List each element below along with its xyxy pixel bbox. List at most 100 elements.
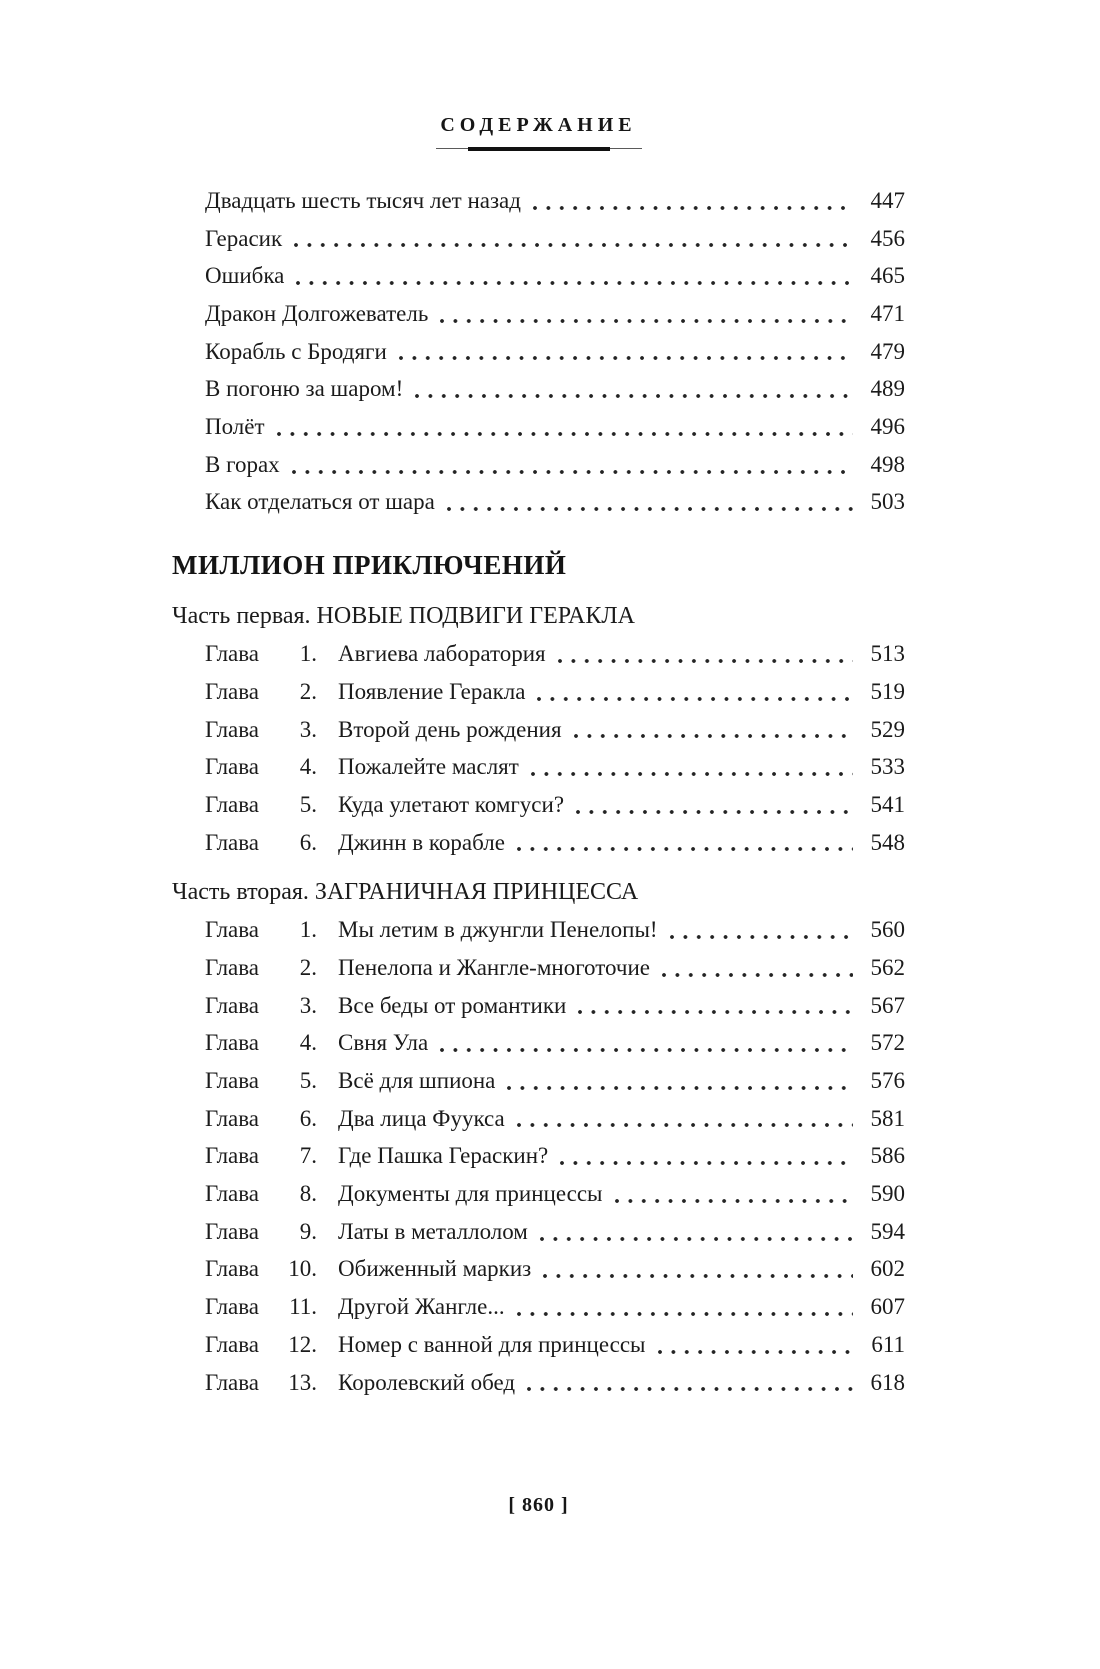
chapter-number: 3. — [299, 992, 318, 1018]
chapter-number: 6. — [299, 1105, 318, 1131]
chapter-number: 1. — [299, 641, 318, 667]
entry-title: Появление Геракла — [338, 678, 526, 704]
chapter-number: 2. — [299, 954, 318, 980]
chapter-label: Глава — [205, 1181, 260, 1207]
dot-leader — [516, 1123, 853, 1128]
toc-entry: Глава 3. Второй день рождения 529 — [172, 711, 905, 749]
entry-title: Номер с ванной для принцессы — [338, 1331, 646, 1357]
entry-title: Обиженный маркиз — [338, 1256, 532, 1282]
entry-title: Авгиева лаборатория — [338, 641, 546, 667]
entry-title: Документы для принцессы — [338, 1181, 603, 1207]
entry-page-number: 576 — [870, 1068, 906, 1094]
toc-body: Двадцать шесть тысяч лет назад 447 Герасик… — [172, 182, 905, 1401]
entry-title: В погоню за шаром! — [205, 376, 404, 402]
entry-title: Джинн в корабле — [338, 829, 505, 855]
chapter-label: Глава — [205, 1331, 260, 1357]
dot-leader — [291, 469, 853, 474]
entry-title: Свня Ула — [338, 1030, 429, 1056]
entry-title: Все беды от романтики — [338, 992, 567, 1018]
chapter-label: Глава — [205, 791, 260, 817]
dot-leader — [537, 696, 853, 701]
dot-leader — [539, 1236, 853, 1241]
part-heading: Часть вторая. ЗАГРАНИЧНАЯ ПРИНЦЕССА — [172, 879, 639, 906]
dot-leader — [516, 1311, 853, 1316]
dot-leader — [532, 205, 853, 210]
toc-entry: Глава 1. Мы летим в джунгли Пенелопы! 560 — [172, 911, 905, 949]
entry-title: Герасик — [205, 225, 283, 251]
dot-leader — [560, 1161, 853, 1166]
entry-page-number: 611 — [871, 1331, 905, 1357]
entry-page-number: 479 — [870, 338, 906, 364]
dot-leader — [657, 1349, 853, 1354]
entry-title: Два лица Фуукса — [338, 1105, 505, 1131]
toc: СОДЕРЖАНИЕ Двадцать шесть тысяч лет наза… — [172, 112, 905, 1401]
chapter-label: Глава — [205, 678, 260, 704]
entry-page-number: 456 — [870, 225, 906, 251]
entry-page-number: 465 — [870, 263, 906, 289]
chapter-number: 5. — [299, 1068, 318, 1094]
chapter-number: 1. — [299, 917, 318, 943]
toc-entry: Глава 5. Всё для шпиона 576 — [172, 1062, 905, 1100]
entry-page-number: 548 — [870, 829, 906, 855]
entry-page-number: 594 — [870, 1218, 906, 1244]
entry-page-number: 562 — [870, 954, 906, 980]
entry-page-number: 519 — [870, 678, 906, 704]
entry-page-number: 489 — [870, 376, 906, 402]
dot-leader — [614, 1198, 853, 1203]
entry-page-number: 471 — [870, 301, 906, 327]
dot-leader — [543, 1274, 853, 1279]
entry-title: Всё для шпиона — [338, 1068, 496, 1094]
chapter-number: 3. — [299, 716, 318, 742]
entry-page-number: 560 — [870, 917, 906, 943]
entry-title: Другой Жангле... — [338, 1294, 505, 1320]
chapter-label: Глава — [205, 754, 260, 780]
entry-page-number: 602 — [870, 1256, 906, 1282]
dot-leader — [507, 1085, 853, 1090]
toc-entry: Как отделаться от шара 503 — [172, 484, 905, 522]
chapter-label: Глава — [205, 1294, 260, 1320]
toc-entry: Глава 11. Другой Жангле... 607 — [172, 1288, 905, 1326]
toc-entry: Глава 8. Документы для принцессы 590 — [172, 1175, 905, 1213]
chapter-label: Глава — [205, 716, 260, 742]
chapter-number: 7. — [299, 1143, 318, 1169]
chapter-label: Глава — [205, 954, 260, 980]
toc-entry: Глава 4. Свня Ула 572 — [172, 1024, 905, 1062]
dot-leader — [294, 243, 853, 248]
chapter-number: 8. — [299, 1181, 318, 1207]
toc-entry: Глава 2. Появление Геракла 519 — [172, 673, 905, 711]
chapter-label: Глава — [205, 1030, 260, 1056]
chapter-label: Глава — [205, 1143, 260, 1169]
dot-leader — [276, 431, 853, 436]
toc-entry: Глава 1. Авгиева лаборатория 513 — [172, 635, 905, 673]
dot-leader — [530, 771, 853, 776]
toc-entry: Глава 3. Все беды от романтики 567 — [172, 987, 905, 1025]
toc-entry: Полёт 496 — [172, 408, 905, 446]
folio-page-number: [ 860 ] — [508, 1494, 569, 1516]
entry-title: Где Пашка Гераскин? — [338, 1143, 549, 1169]
toc-entry: Глава 6. Джинн в корабле 548 — [172, 824, 905, 862]
entry-page-number: 533 — [870, 754, 906, 780]
dot-leader — [576, 809, 853, 814]
dot-leader — [557, 658, 853, 663]
dot-leader — [573, 734, 853, 739]
entry-title: Второй день рождения — [338, 716, 562, 742]
entry-title: Дракон Долгожеватель — [205, 301, 429, 327]
page-title: СОДЕРЖАНИЕ — [440, 114, 637, 136]
dot-leader — [446, 507, 853, 512]
entry-title: Мы летим в джунгли Пенелопы! — [338, 917, 658, 943]
toc-entry: Глава 10. Обиженный маркиз 602 — [172, 1251, 905, 1289]
entry-page-number: 572 — [870, 1030, 906, 1056]
chapter-number: 4. — [299, 1030, 318, 1056]
entry-page-number: 581 — [870, 1105, 906, 1131]
entry-title: Королевский обед — [338, 1369, 516, 1395]
toc-entry: Глава 13. Королевский обед 618 — [172, 1364, 905, 1402]
entry-page-number: 590 — [870, 1181, 906, 1207]
header-rule-ornament — [435, 146, 642, 152]
toc-entry: Глава 2. Пенелопа и Жангле-многоточие 562 — [172, 949, 905, 987]
entry-page-number: 618 — [870, 1369, 906, 1395]
entry-title: Куда улетают комгуси? — [338, 791, 565, 817]
book-title-heading: МИЛЛИОН ПРИКЛЮЧЕНИЙ — [172, 550, 567, 581]
entry-page-number: 503 — [870, 489, 906, 515]
entry-page-number: 586 — [870, 1143, 906, 1169]
